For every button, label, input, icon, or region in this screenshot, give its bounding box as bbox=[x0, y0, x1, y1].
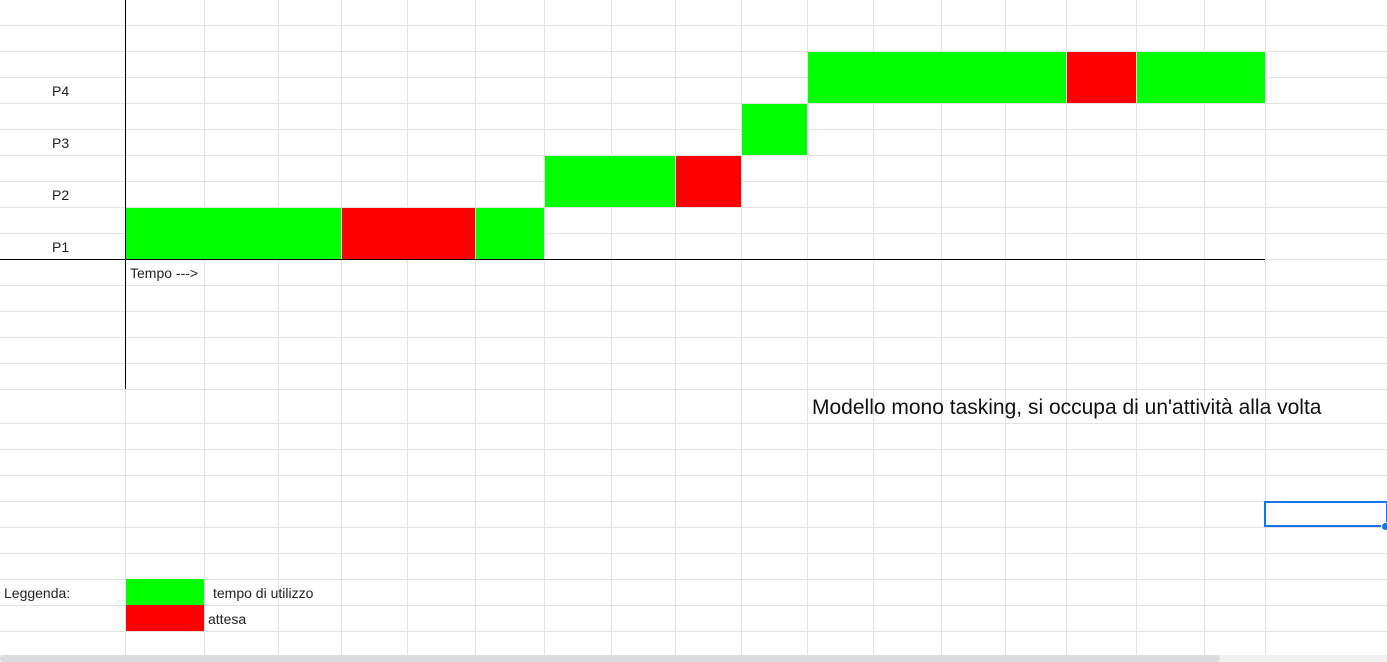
grid-column-line bbox=[544, 0, 545, 662]
grid-row-line bbox=[0, 285, 1387, 286]
legend-swatch-running bbox=[126, 579, 204, 605]
grid-row-line bbox=[0, 363, 1387, 364]
grid-column-line bbox=[807, 0, 808, 662]
grid-column-line bbox=[1136, 0, 1137, 662]
grid-row-line bbox=[0, 129, 1387, 130]
grid-row-line bbox=[0, 207, 1387, 208]
legend-label-waiting: attesa bbox=[208, 611, 247, 627]
horizontal-scrollbar-thumb[interactable] bbox=[0, 655, 1220, 662]
time-axis-label: Tempo ---> bbox=[130, 265, 199, 281]
caption-text: Modello mono tasking, si occupa di un'at… bbox=[812, 396, 1322, 419]
grid-column-line bbox=[611, 0, 612, 662]
grid-column-line bbox=[873, 0, 874, 662]
gantt-segment-p1-running bbox=[126, 208, 341, 259]
grid-column-line bbox=[204, 0, 205, 662]
grid-row-line bbox=[0, 311, 1387, 312]
grid-column-line bbox=[1066, 0, 1067, 662]
grid-row-line bbox=[0, 631, 1387, 632]
grid-row-line bbox=[0, 77, 1387, 78]
grid-column-line bbox=[407, 0, 408, 662]
grid-row-line bbox=[0, 25, 1387, 26]
gantt-segment-p4-running bbox=[1137, 52, 1265, 103]
grid-column-line bbox=[1265, 0, 1266, 662]
row-label-p2: P2 bbox=[52, 187, 70, 203]
grid-row-line bbox=[0, 527, 1387, 528]
grid-column-line bbox=[1204, 0, 1205, 662]
legend-label-running: tempo di utilizzo bbox=[213, 585, 314, 601]
legend-swatch-waiting bbox=[126, 605, 204, 631]
grid-row-line bbox=[0, 605, 1387, 606]
row-label-p4: P4 bbox=[52, 83, 70, 99]
grid-column-line bbox=[675, 0, 676, 662]
grid-row-line bbox=[0, 103, 1387, 104]
gantt-segment-p4-running bbox=[808, 52, 1066, 103]
gantt-segment-p3-running bbox=[742, 104, 807, 155]
grid-column-line bbox=[475, 0, 476, 662]
x-axis-line bbox=[0, 259, 1265, 260]
grid-row-line bbox=[0, 51, 1387, 52]
grid-row-line bbox=[0, 449, 1387, 450]
grid-column-line bbox=[1005, 0, 1006, 662]
gantt-segment-p2-running bbox=[545, 156, 675, 207]
gantt-segment-p1-running bbox=[476, 208, 544, 259]
legend-title: Leggenda: bbox=[4, 585, 71, 601]
row-label-p3: P3 bbox=[52, 135, 70, 151]
grid-column-line bbox=[278, 0, 279, 662]
grid-row-line bbox=[0, 337, 1387, 338]
selected-cell[interactable] bbox=[1264, 501, 1387, 527]
fill-handle[interactable] bbox=[1381, 522, 1387, 531]
y-axis-line bbox=[125, 0, 126, 389]
gantt-segment-p4-waiting bbox=[1067, 52, 1136, 103]
grid-row-line bbox=[0, 553, 1387, 554]
grid-row-line bbox=[0, 155, 1387, 156]
grid-row-line bbox=[0, 233, 1387, 234]
grid-row-line bbox=[0, 475, 1387, 476]
grid-column-line bbox=[741, 0, 742, 662]
grid-row-line bbox=[0, 579, 1387, 580]
grid-row-line bbox=[0, 501, 1387, 502]
grid-row-line bbox=[0, 389, 1387, 390]
grid-column-line bbox=[341, 0, 342, 662]
gantt-segment-p1-waiting bbox=[342, 208, 475, 259]
grid-row-line bbox=[0, 423, 1387, 424]
row-label-p1: P1 bbox=[52, 239, 70, 255]
gantt-segment-p2-waiting bbox=[676, 156, 741, 207]
grid-column-line bbox=[941, 0, 942, 662]
